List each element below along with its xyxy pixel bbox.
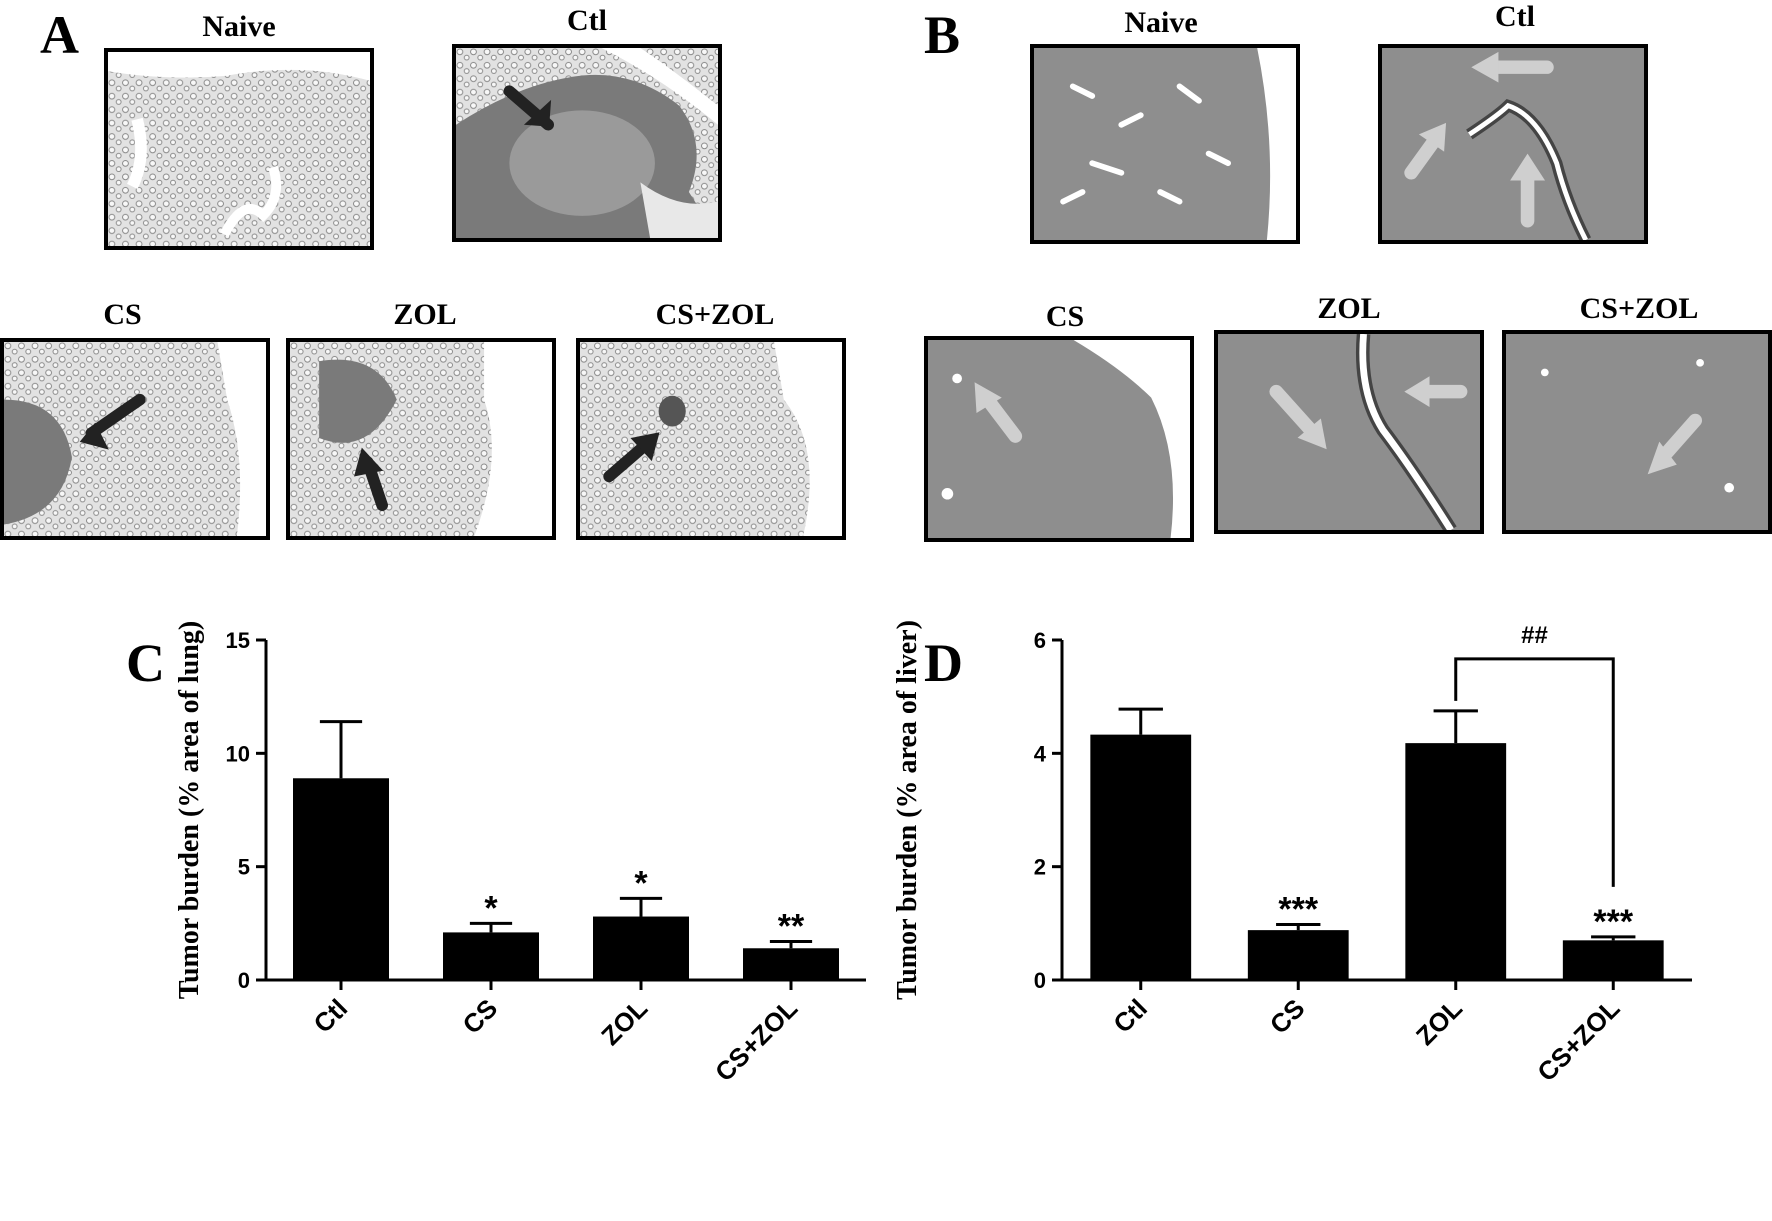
chart-d: Tumor burden (% area of liver) 0 2 4 6 Ctl ***… [886,620,1772,1216]
y-tick-label: 15 [226,628,250,653]
chart-c-svg: Tumor burden (% area of lung) 0 5 10 15 Ctl * C… [174,621,866,1087]
micrograph-b-ctl [1378,44,1648,244]
bar [1405,743,1507,980]
category-label: CS [456,993,503,1040]
bar [1562,940,1664,980]
micrograph-b-cs-zol [1502,330,1772,534]
category-label: ZOL [1410,993,1468,1051]
micrograph-b-zol [1214,330,1484,534]
label-a-cs-zol: CS+ZOL [655,298,775,331]
category-label: Ctl [308,993,354,1039]
label-b-naive: Naive [1124,6,1198,39]
label-a-ctl: Ctl [567,4,607,37]
micrograph-a-ctl [452,44,722,242]
label-b-cs: CS [1045,300,1085,333]
significance-marker: * [484,889,498,927]
y-axis-label: Tumor burden (% area of liver) [892,620,923,1000]
significance-marker: ** [778,907,805,945]
label-b-cs-zol: CS+ZOL [1579,292,1699,325]
y-tick-label: 4 [1034,741,1047,766]
y-tick-label: 0 [1034,968,1046,993]
category-label: ZOL [595,993,653,1051]
micrograph-a-cs [0,338,270,540]
panel-letter-a: A [40,5,79,65]
bar [443,932,539,980]
category-label: Ctl [1107,993,1153,1039]
y-axis-label: Tumor burden (% area of lung) [174,621,205,999]
y-tick-label: 0 [238,968,250,993]
y-tick-label: 6 [1034,628,1046,653]
y-tick-label: 5 [238,855,250,880]
micrograph-a-naive [104,48,374,250]
significance-bracket [1454,657,1615,887]
panel-letter-c: C [126,633,165,693]
significance-marker: *** [1593,903,1633,941]
category-label: CS+ZOL [709,993,803,1087]
label-a-cs: CS [103,298,142,331]
category-label: CS [1264,993,1311,1040]
y-tick-label: 2 [1034,855,1046,880]
significance-marker: *** [1278,890,1318,928]
bar [1090,734,1192,980]
significance-marker: * [634,864,648,902]
panel-letter-d: D [924,633,963,693]
micrograph-a-cs-zol [576,338,846,540]
micrograph-b-naive [1030,44,1300,244]
label-b-zol: ZOL [1317,292,1381,325]
micrograph-a-zol [286,338,556,540]
bar [743,948,839,980]
bracket-label: ## [1521,622,1548,649]
bar [1247,930,1349,980]
bar [293,778,389,980]
label-a-naive: Naive [202,10,276,43]
chart-d-svg: Tumor burden (% area of liver) 0 2 4 6 Ctl ***… [892,620,1692,1087]
chart-c: Tumor burden (% area of lung) 0 5 10 15 Ctl * C… [0,621,886,1216]
label-b-ctl: Ctl [1495,0,1535,33]
panel-letter-b: B [924,5,961,65]
micrograph-b-cs [924,336,1194,542]
category-label: CS+ZOL [1531,993,1625,1087]
y-tick-label: 10 [226,741,250,766]
bar [593,916,689,980]
label-a-zol: ZOL [393,298,457,331]
